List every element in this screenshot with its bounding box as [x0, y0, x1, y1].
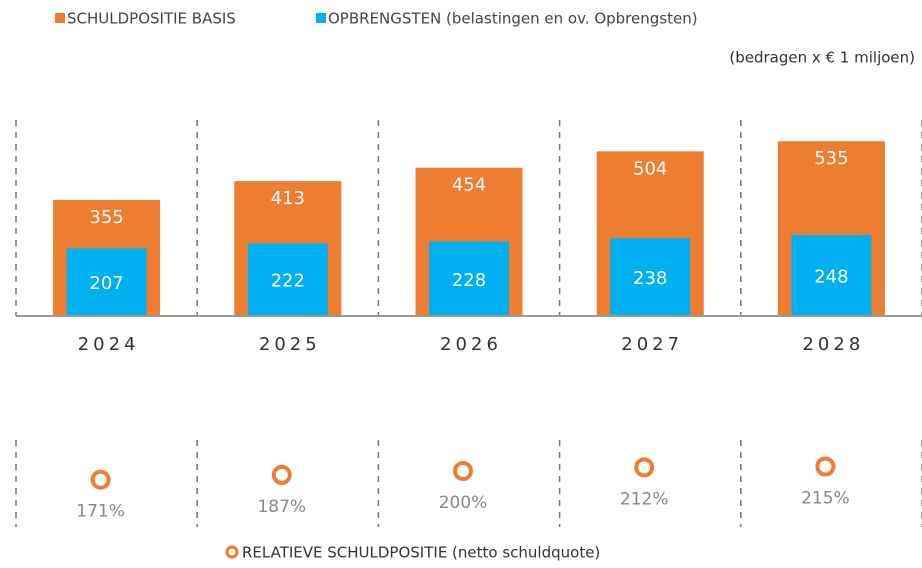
value-label: 228	[452, 270, 486, 291]
marker	[90, 469, 111, 490]
marker	[634, 457, 655, 478]
x-tick-label: 2024	[78, 334, 140, 355]
unit-note: (bedragen x € 1 miljoen)	[729, 49, 915, 67]
value-label: 200%	[439, 493, 488, 513]
legend-swatch	[55, 13, 65, 23]
legend-label: RELATIEVE SCHULDPOSITIE (netto schuldquo…	[242, 544, 600, 562]
legend-swatch	[316, 13, 326, 23]
value-label: 413	[271, 188, 305, 209]
value-label: 171%	[76, 502, 125, 522]
value-label: 187%	[257, 497, 306, 517]
legend-label: SCHULDPOSITIE BASIS	[67, 10, 236, 28]
bar	[791, 234, 872, 316]
x-tick-label: 2026	[440, 334, 502, 355]
value-label: 248	[814, 266, 848, 287]
value-label: 215%	[801, 489, 850, 509]
bar	[429, 241, 509, 316]
bar	[610, 238, 691, 316]
value-label: 222	[271, 271, 305, 292]
legend-label: OPBRENGSTEN (belastingen en ov. Opbrengs…	[328, 10, 698, 28]
value-label: 238	[633, 268, 667, 289]
x-tick-label: 2027	[621, 334, 683, 355]
x-tick-label: 2028	[802, 334, 864, 355]
marker	[271, 464, 292, 485]
value-label: 355	[89, 207, 123, 228]
marker	[815, 456, 836, 477]
value-label: 504	[633, 158, 667, 179]
value-label: 212%	[620, 489, 669, 509]
marker	[453, 461, 473, 481]
value-label: 535	[814, 148, 848, 169]
value-label: 207	[89, 273, 123, 294]
bar	[66, 248, 147, 316]
bar	[247, 243, 328, 316]
value-label: 454	[452, 175, 486, 196]
x-tick-label: 2025	[259, 334, 321, 355]
legend-marker	[225, 545, 239, 559]
